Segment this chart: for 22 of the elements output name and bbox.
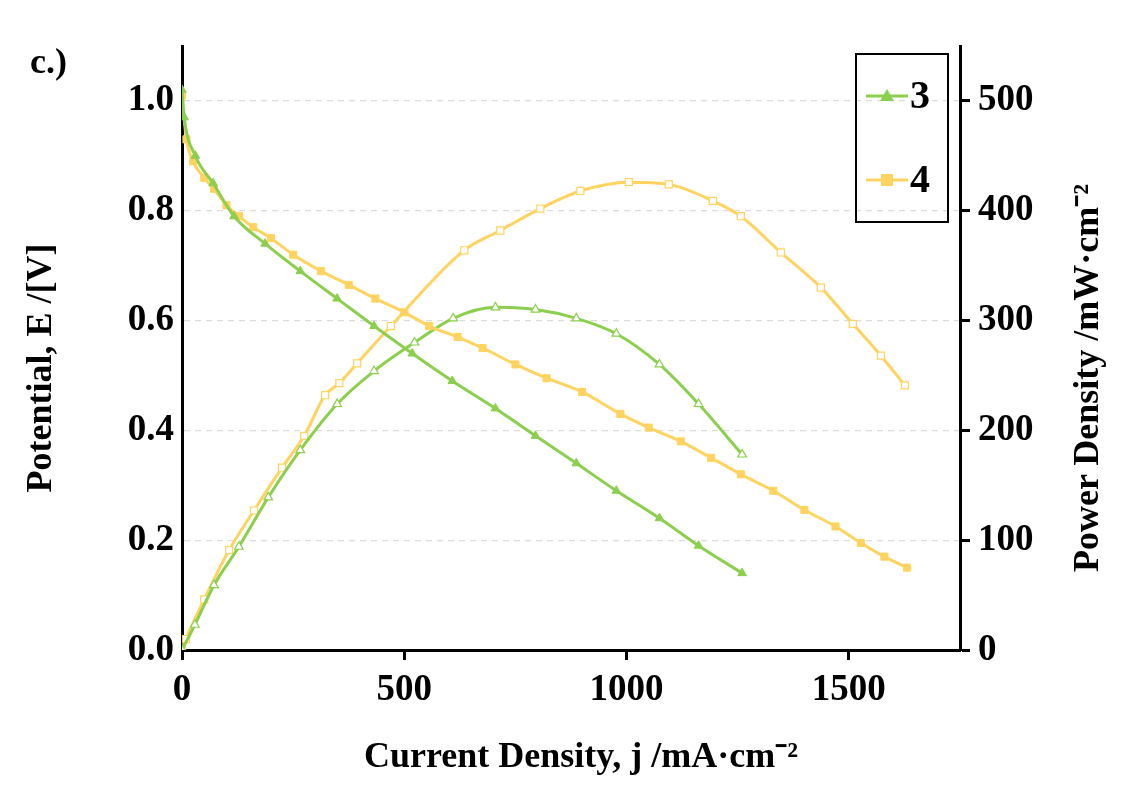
chart-title: c.): [30, 41, 67, 82]
y2-tick-label: 200: [978, 406, 1034, 448]
y2-tick-label: 0: [978, 626, 997, 668]
y2-tick-label: 300: [978, 297, 1034, 339]
y-tick-label: 0.8: [127, 187, 174, 229]
y-tick-label: 0.6: [127, 297, 174, 339]
y-tick-label: 0.0: [127, 626, 174, 668]
x-tick-label: 0: [172, 666, 192, 708]
y-tick-label: 0.4: [127, 406, 174, 448]
y2-tick-label: 100: [978, 516, 1034, 558]
x-tick-label: 500: [376, 666, 433, 708]
x-axis-title: Current Density, j /mA·cm⁻²: [363, 735, 799, 776]
y2-axis-title: Power Density /mW·cm⁻²: [1066, 183, 1107, 573]
x-tick-label: 1500: [811, 666, 886, 708]
y2-tick-label: 400: [978, 187, 1034, 229]
legend-label: 3: [910, 72, 930, 118]
x-tick-label: 1000: [589, 666, 664, 708]
y-tick-label: 0.2: [127, 516, 174, 558]
y-tick-label: 1.0: [127, 77, 174, 119]
y2-tick-label: 500: [978, 77, 1034, 119]
legend-label: 4: [910, 156, 930, 202]
y-axis-title: Potential, E /[V]: [19, 243, 60, 493]
